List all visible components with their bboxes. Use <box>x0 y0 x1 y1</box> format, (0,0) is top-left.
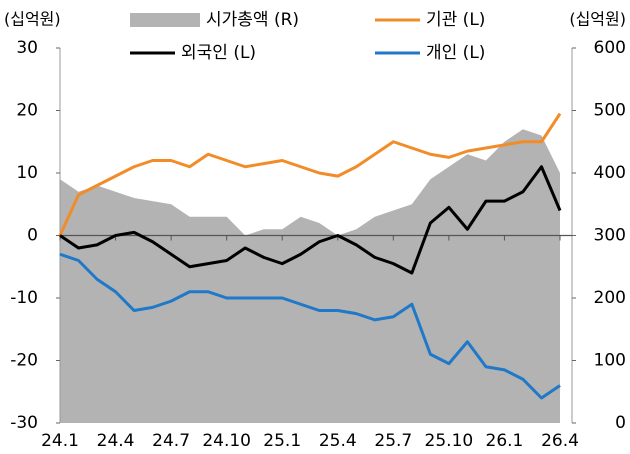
y-tick-label: -30 <box>10 413 38 433</box>
y2-tick-label: 0 <box>615 413 626 433</box>
legend-label: 외국인 (L) <box>181 43 256 63</box>
legend-label: 개인 (L) <box>426 43 485 63</box>
x-tick-label: 25.7 <box>374 431 412 451</box>
y-tick-label: -20 <box>10 351 38 371</box>
x-tick-label: 25.4 <box>319 431 357 451</box>
legend-swatch <box>130 13 200 27</box>
y-tick-label: 30 <box>16 38 38 58</box>
line <box>59 252 561 400</box>
x-tick-label: 24.4 <box>97 431 135 451</box>
y-tick-label: 0 <box>27 226 38 246</box>
y2-tick-label: 100 <box>594 351 626 371</box>
y2-tick-label: 500 <box>594 101 626 121</box>
y2-tick-label: 600 <box>594 38 626 58</box>
x-tick-label: 26.1 <box>486 431 524 451</box>
y2-tick-label: 400 <box>594 163 626 183</box>
x-tick-label: 25.10 <box>425 431 474 451</box>
y2-tick-label: 200 <box>594 288 626 308</box>
x-tick-label: 24.10 <box>202 431 251 451</box>
legend-label: 시가총액 (R) <box>206 10 299 30</box>
y-unit-label: (십억원) <box>4 10 61 29</box>
x-tick-label: 26.4 <box>541 431 579 451</box>
x-tick-label: 25.1 <box>263 431 301 451</box>
line <box>58 112 562 237</box>
legend-label: 기관 (L) <box>426 10 485 30</box>
y-tick-label: -10 <box>10 288 38 308</box>
line <box>59 165 562 275</box>
x-tick-label: 24.1 <box>41 431 79 451</box>
y-tick-label: 10 <box>16 163 38 183</box>
y2-unit-label: (십억원) <box>569 10 626 29</box>
y2-tick-label: 300 <box>594 226 626 246</box>
y-tick-label: 20 <box>16 101 38 121</box>
x-tick-label: 24.7 <box>152 431 190 451</box>
area <box>60 129 572 423</box>
